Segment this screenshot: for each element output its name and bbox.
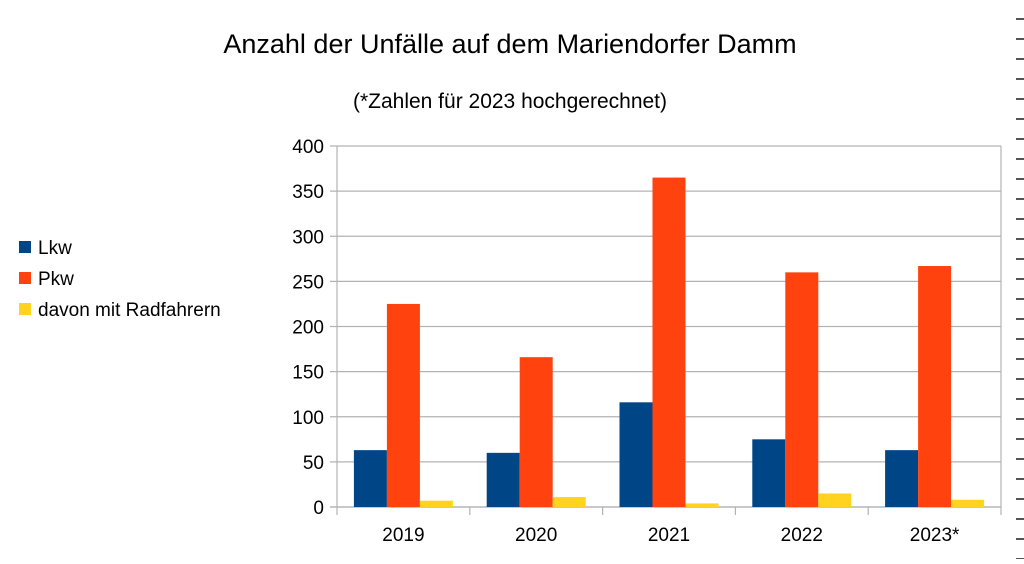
y-tick-label: 250 [292,272,324,293]
y-tick-label: 0 [313,498,324,519]
bar-lkw-2021 [619,402,653,507]
x-tick-label: 2021 [648,525,690,546]
y-tick-label: 150 [292,363,324,384]
bar-pkw-2023 [918,266,952,507]
bar-davon-mit-radfahrern-2019 [419,500,453,507]
bar-pkw-2021 [652,177,686,507]
bar-lkw-2023 [885,450,919,507]
bar-davon-mit-radfahrern-2020 [552,497,586,507]
bar-lkw-2019 [353,450,387,507]
x-tick-label: 2022 [781,525,823,546]
y-tick-label: 100 [292,408,324,429]
x-tick-labels: 2019 2020 2021 2022 2023* [382,525,960,546]
legend: Lkw Pkw davon mit Radfahrern [19,238,221,321]
x-tick-label: 2019 [382,525,424,546]
bar-davon-mit-radfahrern-2021 [685,503,719,507]
legend-label: Lkw [38,238,72,259]
bar-davon-mit-radfahrern-2023 [951,499,985,507]
legend-label: Pkw [38,269,74,290]
y-tick-labels: 0 50 100 150 200 250 300 350 400 [292,137,324,519]
bar-davon-mit-radfahrern-2022 [818,493,852,507]
bar-lkw-2020 [486,452,520,507]
x-tick-label: 2020 [515,525,557,546]
chart-subtitle: (*Zahlen für 2023 hochgerechnet) [353,90,667,113]
bar-pkw-2019 [386,303,420,507]
bars [353,177,985,507]
legend-label: davon mit Radfahrern [38,300,221,321]
y-tick-label: 200 [292,318,324,339]
legend-swatch [19,241,31,253]
x-tick-label: 2023* [910,525,960,546]
legend-swatch [19,303,31,315]
chart-title: Anzahl der Unfälle auf dem Mariendorfer … [223,29,796,59]
y-tick-label: 400 [292,137,324,158]
y-tick-label: 300 [292,227,324,248]
bar-pkw-2020 [519,357,553,507]
bar-lkw-2022 [752,439,786,507]
y-tick-label: 350 [292,182,324,203]
legend-swatch [19,272,31,284]
bar-pkw-2022 [785,272,819,507]
y-tick-label: 50 [303,453,324,474]
window-edge [1016,0,1024,559]
